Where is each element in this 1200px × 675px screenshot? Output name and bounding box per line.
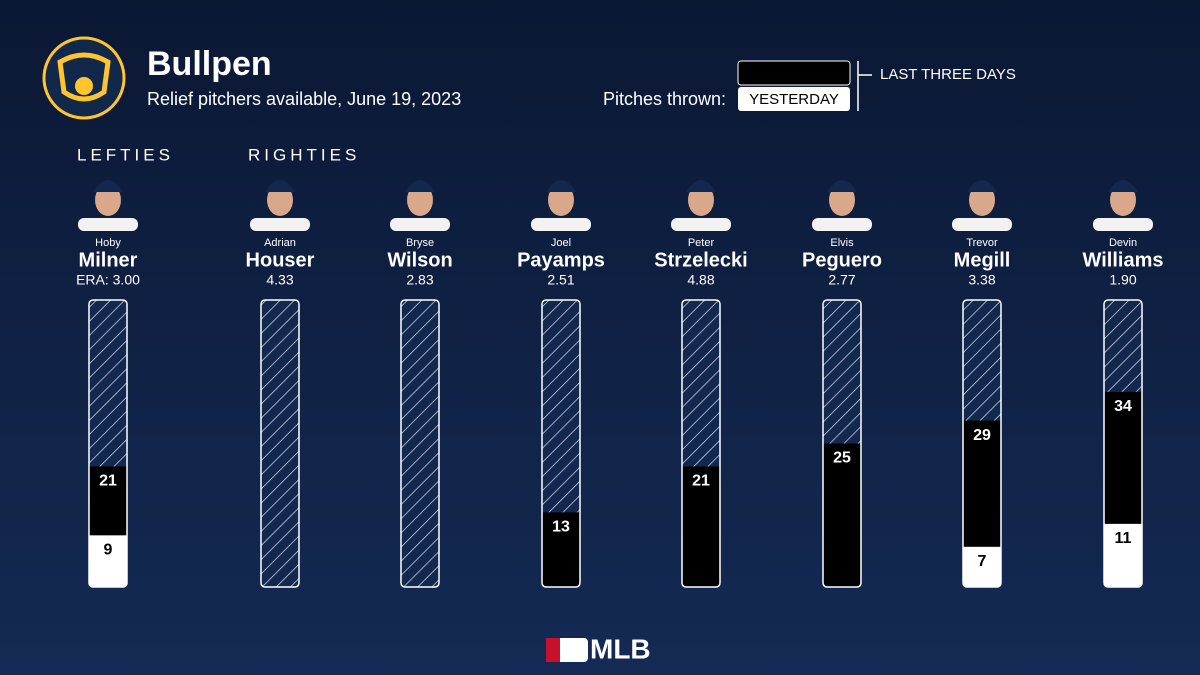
- shirt: [1093, 218, 1153, 231]
- cap: [265, 180, 295, 192]
- bar-outline: [88, 299, 128, 588]
- bar-column: [401, 300, 439, 587]
- data-label: 25: [833, 450, 851, 467]
- era: 2.77: [828, 272, 855, 288]
- era: ERA: 3.00: [76, 272, 140, 288]
- cap: [967, 180, 997, 192]
- first-name: Devin: [1109, 237, 1137, 249]
- last-name: Houser: [246, 249, 315, 271]
- bar: [963, 546, 1001, 587]
- bar-column: [261, 300, 299, 587]
- bar-outline: [541, 299, 581, 588]
- cap: [827, 180, 857, 192]
- group-label: LEFTIES: [77, 145, 174, 164]
- title: Bullpen: [147, 45, 272, 83]
- bar-column: [823, 300, 861, 587]
- bar-column: [963, 300, 1001, 587]
- cap: [1108, 180, 1138, 192]
- data-label: 7: [978, 553, 987, 570]
- first-name: Trevor: [966, 237, 998, 249]
- legend-swatch: [738, 87, 850, 111]
- shirt: [390, 218, 450, 231]
- headshot: [250, 180, 310, 231]
- bar: [823, 443, 861, 587]
- brand: MLB: [590, 633, 651, 664]
- data-label: 13: [552, 519, 570, 536]
- data-label: 11: [1115, 530, 1132, 547]
- headshot: [78, 180, 138, 231]
- first-name: Bryse: [406, 237, 434, 249]
- bar-track: [261, 300, 299, 587]
- bar-column: [1104, 300, 1142, 587]
- data-label: 21: [99, 473, 117, 490]
- data-label: 34: [1114, 398, 1132, 415]
- last-name: Megill: [954, 249, 1011, 271]
- bar-outline: [1103, 299, 1143, 588]
- headshot: [952, 180, 1012, 231]
- subtitle: Relief pitchers available, June 19, 2023: [147, 89, 461, 109]
- data-label: 9: [104, 542, 113, 559]
- headshot: [812, 180, 872, 231]
- team-logo: [42, 36, 126, 120]
- bar-outline: [400, 299, 440, 588]
- era: 4.33: [266, 272, 293, 288]
- legend-label: YESTERDAY: [749, 91, 839, 108]
- shirt: [812, 218, 872, 231]
- bar-outline: [681, 299, 721, 588]
- cap: [546, 180, 576, 192]
- last-name: Strzelecki: [654, 249, 747, 271]
- group-label: RIGHTIES: [248, 145, 360, 164]
- shirt: [531, 218, 591, 231]
- bar-outline: [962, 299, 1002, 588]
- era: 2.83: [406, 272, 433, 288]
- bar-outline: [822, 299, 862, 588]
- data-label: 21: [692, 473, 710, 490]
- shirt: [78, 218, 138, 231]
- era: 1.90: [1109, 272, 1136, 288]
- first-name: Joel: [551, 237, 571, 249]
- headshot: [390, 180, 450, 231]
- bar-track: [401, 300, 439, 587]
- bar: [1104, 523, 1142, 587]
- first-name: Elvis: [830, 237, 854, 249]
- bar-column: [542, 300, 580, 587]
- first-name: Adrian: [264, 237, 296, 249]
- cap: [686, 180, 716, 192]
- shirt: [250, 218, 310, 231]
- first-name: Peter: [688, 237, 715, 249]
- legend-bracket: [857, 61, 872, 111]
- legend-swatch: [737, 60, 851, 86]
- cap: [93, 180, 123, 192]
- legend-title: Pitches thrown:: [603, 89, 726, 109]
- bar: [682, 466, 720, 587]
- era: 4.88: [687, 272, 714, 288]
- last-name: Payamps: [517, 249, 605, 271]
- shirt: [671, 218, 731, 231]
- headshot: [671, 180, 731, 231]
- bar-outline: [260, 299, 300, 588]
- legend-label: LAST THREE DAYS: [880, 66, 1016, 83]
- last-name: Wilson: [387, 249, 452, 271]
- bar: [542, 512, 580, 587]
- last-name: Peguero: [802, 249, 882, 271]
- bar: [89, 535, 127, 587]
- headshot: [1093, 180, 1153, 231]
- last-name: Milner: [79, 249, 138, 271]
- shirt: [952, 218, 1012, 231]
- data-label: 29: [973, 427, 991, 444]
- era: 3.38: [968, 272, 995, 288]
- mlb-logo: MLB: [546, 633, 651, 664]
- bar-column: [682, 300, 720, 587]
- headshot: [531, 180, 591, 231]
- cap: [405, 180, 435, 192]
- bar-column: [89, 300, 127, 587]
- era: 2.51: [547, 272, 574, 288]
- first-name: Hoby: [95, 237, 121, 249]
- last-name: Williams: [1083, 249, 1164, 271]
